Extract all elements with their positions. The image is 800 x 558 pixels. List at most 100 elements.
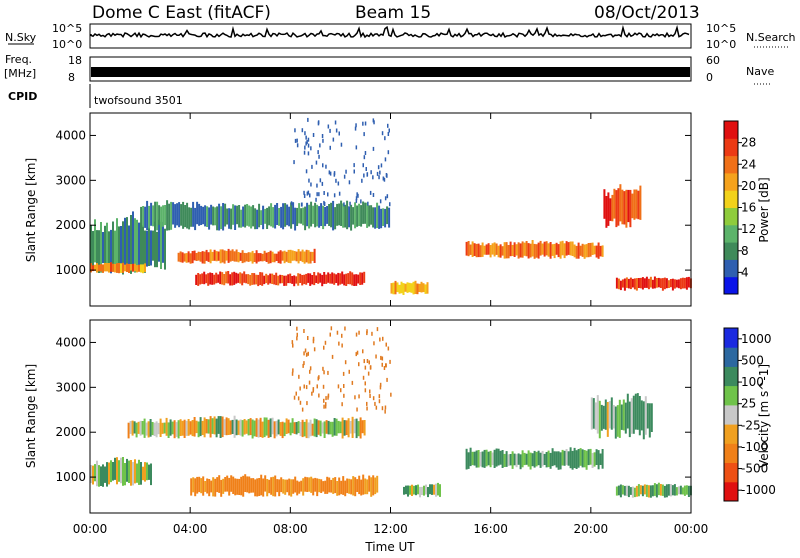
- scatter-speckle: [306, 139, 308, 144]
- heatmap-cell: [202, 206, 205, 225]
- heatmap-cell: [293, 275, 296, 287]
- heatmap-cell: [122, 262, 124, 273]
- scatter-speckle: [369, 389, 371, 394]
- scatter-speckle: [295, 391, 297, 396]
- scatter-speckle: [364, 388, 367, 393]
- heatmap-cell: [260, 210, 263, 225]
- xtick-label: 16:00: [473, 522, 508, 536]
- scatter-speckle: [356, 350, 359, 355]
- heatmap-cell: [687, 485, 690, 497]
- heatmap-cell: [255, 418, 258, 437]
- heatmap-cell: [218, 203, 221, 231]
- heatmap-cell: [351, 416, 354, 438]
- scatter-speckle: [332, 137, 335, 142]
- heatmap-cell: [231, 272, 234, 286]
- heatmap-cell: [517, 453, 520, 465]
- heatmap-cell: [565, 449, 568, 465]
- heatmap-cell: [417, 484, 419, 495]
- heatmap-cell: [631, 486, 634, 498]
- scatter-speckle: [335, 178, 337, 183]
- heatmap-cell: [513, 453, 516, 466]
- heatmap-cell: [284, 479, 287, 495]
- scatter-speckle: [323, 398, 325, 403]
- heatmap-cell: [577, 242, 580, 259]
- heatmap-cell: [145, 422, 148, 436]
- scatter-speckle: [290, 201, 293, 206]
- heatmap-cell: [374, 477, 377, 495]
- heatmap-cell: [312, 205, 315, 224]
- heatmap-cell: [614, 406, 617, 439]
- heatmap-cell: [618, 399, 621, 438]
- heatmap-cell: [305, 249, 308, 263]
- heatmap-cell: [295, 251, 298, 262]
- heatmap-cell: [176, 203, 179, 226]
- scatter-speckle: [323, 202, 326, 206]
- heatmap-cell: [288, 478, 291, 496]
- heatmap-cell: [323, 272, 326, 284]
- scatter-speckle: [303, 329, 305, 333]
- heatmap-cell: [339, 421, 342, 434]
- heatmap-cell: [362, 201, 365, 224]
- heatmap-cell: [609, 198, 612, 221]
- heatmap-cell: [273, 253, 276, 263]
- scatter-speckle: [363, 155, 366, 160]
- scatter-speckle: [349, 201, 351, 206]
- heatmap-cell: [547, 450, 550, 468]
- scatter-speckle: [344, 326, 346, 331]
- heatmap-cell: [126, 458, 128, 482]
- heatmap-cell: [489, 450, 492, 468]
- scatter-speckle: [327, 395, 329, 400]
- heatmap-cell: [547, 243, 550, 257]
- scatter-speckle: [307, 190, 310, 195]
- heatmap-cell: [402, 283, 405, 295]
- heatmap-cell: [310, 476, 313, 493]
- heatmap-cell: [250, 206, 253, 229]
- heatmap-cell: [167, 422, 170, 438]
- scatter-speckle: [304, 131, 306, 136]
- heatmap-cell: [150, 202, 153, 226]
- heatmap-cell: [242, 475, 245, 497]
- heatmap-cell: [232, 204, 235, 225]
- scatter-speckle: [367, 201, 369, 206]
- heatmap-cell: [108, 462, 110, 485]
- heatmap-cell: [128, 263, 130, 273]
- heatmap-cell: [309, 273, 312, 286]
- heatmap-cell: [229, 250, 232, 262]
- heatmap-cell: [293, 251, 296, 261]
- heatmap-cell: [344, 480, 347, 497]
- heatmap-cell: [255, 274, 258, 285]
- scatter-speckle: [299, 386, 301, 391]
- heatmap-cell: [302, 207, 305, 226]
- colorbar-tick-label: 100: [741, 375, 764, 389]
- heatmap-cell: [223, 274, 226, 286]
- heatmap-cell: [162, 222, 164, 263]
- heatmap-cell: [312, 478, 315, 496]
- heatmap-cell: [311, 275, 314, 285]
- heatmap-cell: [640, 400, 643, 431]
- heatmap-cell: [616, 405, 619, 437]
- heatmap-cell: [229, 420, 232, 435]
- ytick-label: 2000: [55, 218, 86, 232]
- heatmap-cell: [291, 250, 294, 261]
- heatmap-cell: [196, 476, 199, 494]
- heatmap-cell: [400, 281, 403, 294]
- heatmap-cell: [199, 252, 202, 262]
- heatmap-cell: [346, 200, 349, 230]
- scatter-speckle: [327, 192, 329, 197]
- heatmap-cell: [152, 205, 155, 227]
- heatmap-cell: [181, 420, 184, 436]
- heatmap-cell: [150, 230, 152, 266]
- heatmap-cell: [372, 475, 375, 496]
- heatmap-cell: [231, 249, 234, 261]
- scatter-speckle: [301, 407, 304, 412]
- heatmap-cell: [357, 421, 360, 437]
- scatter-speckle: [315, 197, 317, 202]
- heatmap-cell: [617, 188, 620, 226]
- heatmap-cell: [201, 273, 204, 284]
- scatter-speckle: [369, 365, 372, 370]
- heatmap-cell: [224, 203, 227, 227]
- heatmap-cell: [200, 478, 203, 494]
- heatmap-cell: [419, 486, 421, 498]
- scatter-speckle: [374, 401, 376, 406]
- heatmap-cell: [350, 204, 353, 231]
